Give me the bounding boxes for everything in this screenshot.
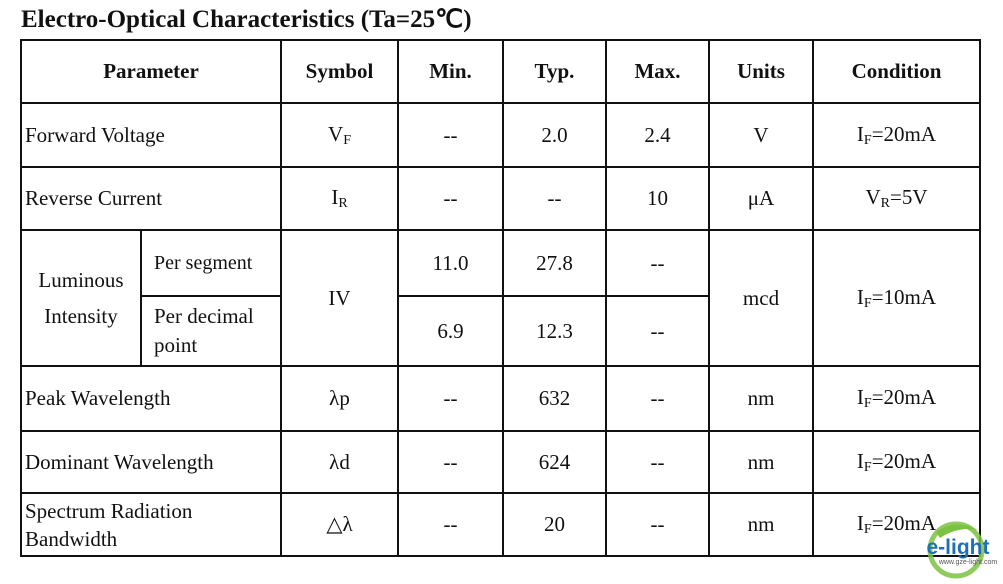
- symbol: I: [331, 185, 339, 209]
- symbol-cell: λp: [280, 365, 399, 432]
- cond-sub: F: [863, 295, 872, 311]
- max-cell: --: [605, 295, 710, 367]
- max-cell: --: [605, 492, 710, 557]
- max-cell: --: [605, 430, 710, 494]
- typ-cell: 12.3: [502, 295, 607, 367]
- max-cell: --: [605, 229, 710, 297]
- condition-cell: IF=20mA: [812, 102, 981, 168]
- min-cell: --: [397, 492, 504, 557]
- cond-rest: =20mA: [871, 511, 937, 535]
- min-cell: --: [397, 102, 504, 168]
- min-cell: --: [397, 365, 504, 432]
- cond: V: [865, 185, 881, 209]
- parameter-cell: Dominant Wavelength: [20, 430, 282, 494]
- table-row: Per decimal point 6.9 12.3 --: [21, 295, 980, 367]
- symbol: V: [328, 121, 344, 146]
- condition-cell: IF=20mA: [812, 492, 981, 557]
- cond-sub: F: [863, 522, 872, 537]
- sub-parameter-cell: Per segment: [140, 229, 282, 297]
- typ-cell: 27.8: [502, 229, 607, 297]
- table-row: Luminous Intensity Per segment IV 11.0 2…: [20, 229, 981, 367]
- parameter-cell: Forward Voltage: [20, 102, 282, 168]
- table-row: Reverse Current IR -- -- 10 μA VR=5V: [20, 166, 981, 231]
- cond-sub: F: [863, 132, 872, 148]
- table-row: Spectrum Radiation Bandwidth △λ -- 20 --…: [20, 492, 981, 557]
- min-cell: 11.0: [397, 229, 504, 297]
- header-parameter: Parameter: [20, 39, 282, 104]
- min-cell: --: [397, 430, 504, 494]
- max-cell: --: [605, 365, 710, 432]
- cond-rest: =20mA: [871, 448, 937, 473]
- cond-rest: =5V: [890, 185, 928, 209]
- header-typ: Typ.: [502, 39, 607, 104]
- units-cell: nm: [708, 492, 814, 557]
- header-min: Min.: [397, 39, 504, 104]
- min-cell: 6.9: [397, 295, 504, 367]
- logo-url: www.gze-light.com: [938, 559, 998, 566]
- cond: I: [856, 284, 864, 309]
- header-max: Max.: [605, 39, 710, 104]
- symbol-cell: △λ: [280, 492, 399, 557]
- table-row: Forward Voltage VF -- 2.0 2.4 V IF=20mA: [20, 102, 981, 168]
- parameter-cell: Luminous Intensity: [20, 229, 142, 367]
- cond-rest: =20mA: [871, 121, 937, 146]
- cond-rest: =20mA: [871, 385, 937, 409]
- units-cell: mcd: [708, 229, 814, 367]
- parameter-cell: Reverse Current: [20, 166, 282, 231]
- cond: I: [856, 385, 864, 409]
- symbol-cell: IR: [280, 166, 399, 231]
- units-cell: nm: [708, 365, 814, 432]
- symbol-sub: R: [338, 196, 348, 211]
- header-row: Parameter Symbol Min. Typ. Max. Units Co…: [20, 39, 981, 104]
- condition-cell: VR=5V: [812, 166, 981, 231]
- header-symbol: Symbol: [280, 39, 399, 104]
- header-units: Units: [708, 39, 814, 104]
- condition-cell: IF=10mA: [812, 229, 981, 367]
- condition-cell: IF=20mA: [812, 365, 981, 432]
- sub-parameter-cell: Per decimal point: [140, 295, 282, 367]
- table-row: Dominant Wavelength λd -- 624 -- nm IF=2…: [20, 430, 981, 494]
- header-condition: Condition: [812, 39, 981, 104]
- e-light-logo: e-light www.gze-light.com: [927, 521, 998, 579]
- units-cell: nm: [708, 430, 814, 494]
- units-cell: V: [708, 102, 814, 168]
- cond: I: [856, 511, 864, 535]
- symbol-cell: λd: [280, 430, 399, 494]
- max-cell: 2.4: [605, 102, 710, 168]
- typ-cell: 2.0: [502, 102, 607, 168]
- symbol-cell: VF: [280, 102, 399, 168]
- symbol-cell: IV: [280, 229, 399, 367]
- typ-cell: 624: [502, 430, 607, 494]
- cond-sub: F: [863, 396, 872, 411]
- parameter-cell: Peak Wavelength: [20, 365, 282, 432]
- characteristics-table: Parameter Symbol Min. Typ. Max. Units Co…: [20, 39, 981, 557]
- cond-sub: R: [880, 196, 890, 211]
- symbol-sub: F: [343, 132, 351, 148]
- parameter-cell: Spectrum Radiation Bandwidth: [20, 492, 282, 557]
- units-cell: μA: [708, 166, 814, 231]
- logo-text: e-light: [927, 536, 990, 559]
- table-row: Peak Wavelength λp -- 632 -- nm IF=20mA: [20, 365, 981, 432]
- min-cell: --: [397, 166, 504, 231]
- page-title: Electro-Optical Characteristics (Ta=25℃): [21, 6, 472, 33]
- typ-cell: 20: [502, 492, 607, 557]
- cond: I: [856, 448, 864, 473]
- typ-cell: --: [502, 166, 607, 231]
- max-cell: 10: [605, 166, 710, 231]
- typ-cell: 632: [502, 365, 607, 432]
- cond: I: [856, 121, 864, 146]
- condition-cell: IF=20mA: [812, 430, 981, 494]
- cond-rest: =10mA: [871, 284, 937, 309]
- cond-sub: F: [863, 459, 872, 475]
